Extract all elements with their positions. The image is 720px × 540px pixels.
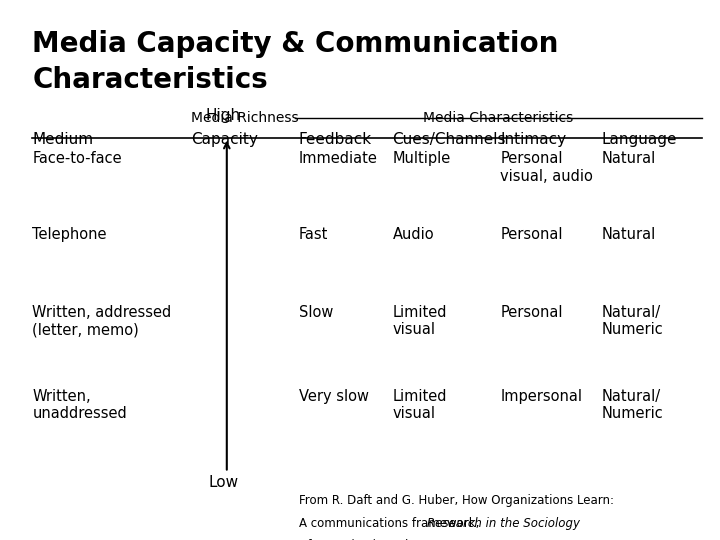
Text: Natural/
Numeric: Natural/ Numeric xyxy=(601,389,663,421)
Text: Written, addressed
(letter, memo): Written, addressed (letter, memo) xyxy=(32,305,171,338)
Text: Written,
unaddressed: Written, unaddressed xyxy=(32,389,127,421)
Text: Personal: Personal xyxy=(500,305,563,320)
Text: A communications framework,: A communications framework, xyxy=(299,517,483,530)
Text: High: High xyxy=(206,107,240,123)
Text: Immediate: Immediate xyxy=(299,151,378,166)
Text: Cues/Channels: Cues/Channels xyxy=(392,132,506,147)
Text: Low: Low xyxy=(208,475,238,490)
Text: Natural/
Numeric: Natural/ Numeric xyxy=(601,305,663,338)
Text: Multiple: Multiple xyxy=(392,151,451,166)
Text: Media Richness: Media Richness xyxy=(191,111,298,125)
Text: Capacity: Capacity xyxy=(191,132,258,147)
Text: Language: Language xyxy=(601,132,677,147)
Text: Personal
visual, audio: Personal visual, audio xyxy=(500,151,593,184)
Text: Personal: Personal xyxy=(500,227,563,242)
Text: Natural: Natural xyxy=(601,227,655,242)
Text: of Organizations,: of Organizations, xyxy=(299,539,400,540)
Text: Research in the Sociology: Research in the Sociology xyxy=(427,517,580,530)
Text: Fast: Fast xyxy=(299,227,328,242)
Text: Media Characteristics: Media Characteristics xyxy=(423,111,574,125)
Text: Feedback: Feedback xyxy=(299,132,372,147)
Text: Slow: Slow xyxy=(299,305,333,320)
Text: Medium: Medium xyxy=(32,132,94,147)
Text: Audio: Audio xyxy=(392,227,434,242)
Text: Limited
visual: Limited visual xyxy=(392,305,447,338)
Text: Characteristics: Characteristics xyxy=(32,66,268,94)
Text: Media Capacity & Communication: Media Capacity & Communication xyxy=(32,30,559,58)
Text: From R. Daft and G. Huber, How Organizations Learn:: From R. Daft and G. Huber, How Organizat… xyxy=(299,494,613,507)
Text: Impersonal: Impersonal xyxy=(500,389,582,404)
Text: Telephone: Telephone xyxy=(32,227,107,242)
Text: Face-to-face: Face-to-face xyxy=(32,151,122,166)
Text: Limited
visual: Limited visual xyxy=(392,389,447,421)
Text: Very slow: Very slow xyxy=(299,389,369,404)
Text: Intimacy: Intimacy xyxy=(500,132,567,147)
Text: Natural: Natural xyxy=(601,151,655,166)
Text: Vol.. 5, 1987.: Vol.. 5, 1987. xyxy=(387,539,468,540)
